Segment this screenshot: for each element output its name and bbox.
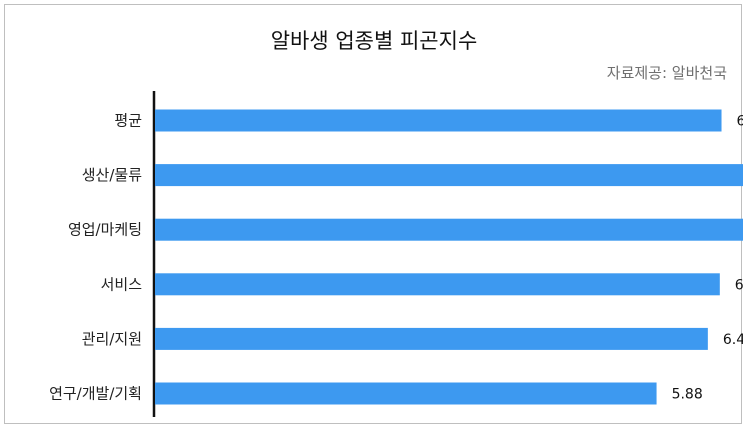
source-note: 자료제공: 알바천국: [606, 64, 727, 82]
data-label: 5.88: [672, 387, 703, 403]
bar: [155, 109, 722, 132]
bar: [155, 218, 743, 241]
data-label: 6.64: [737, 114, 743, 130]
bar: [155, 327, 708, 350]
category-label: 관리/지원: [82, 330, 142, 348]
chart-title: 알바생 업종별 피곤지수: [270, 29, 478, 53]
bar: [155, 273, 720, 296]
category-label: 생산/물류: [82, 166, 142, 184]
category-label: 연구/개발/기획: [49, 385, 142, 403]
bar: [155, 164, 743, 187]
data-label: 6.48: [723, 332, 743, 348]
bar-chart: 평균6.64생산/물류7.02영업/마케팅6.96서비스6.62관리/지원6.4…: [49, 91, 743, 417]
category-label: 영업/마케팅: [68, 221, 142, 239]
bar: [155, 382, 657, 405]
chart-frame: 알바생 업종별 피곤지수 자료제공: 알바천국 평균6.64생산/물류7.02영…: [4, 4, 743, 424]
category-label: 평균: [114, 112, 142, 130]
category-label: 서비스: [101, 275, 143, 293]
data-label: 6.62: [735, 277, 743, 293]
